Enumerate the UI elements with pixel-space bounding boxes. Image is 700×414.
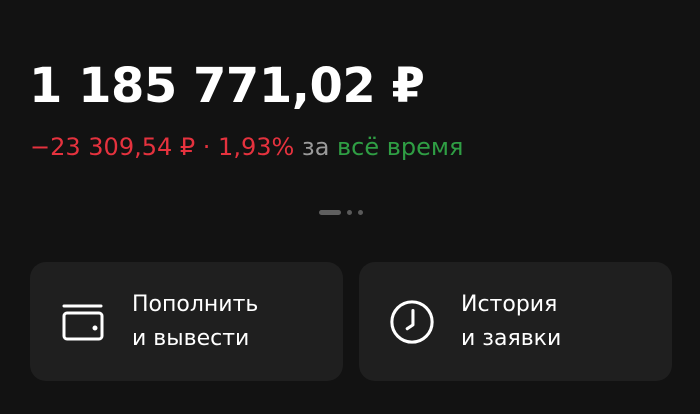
wallet-icon <box>60 299 106 345</box>
balance-change: −23 309,54 ₽ · 1,93% за всё время <box>30 133 463 161</box>
page-indicator[interactable] <box>319 210 363 215</box>
label-line: Пополнить <box>132 291 259 317</box>
page-dot[interactable] <box>347 210 352 215</box>
label-line: История <box>461 291 558 317</box>
change-amount: −23 309,54 ₽ <box>30 133 196 161</box>
deposit-withdraw-label: Пополнить и вывести <box>132 288 258 356</box>
clock-icon <box>389 299 435 345</box>
history-orders-label: История и заявки <box>461 288 561 356</box>
label-line: и заявки <box>461 325 562 351</box>
label-line: и вывести <box>132 325 250 351</box>
deposit-withdraw-button[interactable]: Пополнить и вывести <box>30 262 343 381</box>
history-orders-button[interactable]: История и заявки <box>359 262 672 381</box>
change-percent: 1,93% <box>218 133 295 161</box>
change-preposition: за <box>294 133 338 161</box>
page-dot-active[interactable] <box>319 210 341 215</box>
period-selector[interactable]: всё время <box>337 133 464 161</box>
change-separator: · <box>195 133 219 161</box>
page-dot[interactable] <box>358 210 363 215</box>
portfolio-balance: 1 185 771,02 ₽ <box>29 58 425 114</box>
